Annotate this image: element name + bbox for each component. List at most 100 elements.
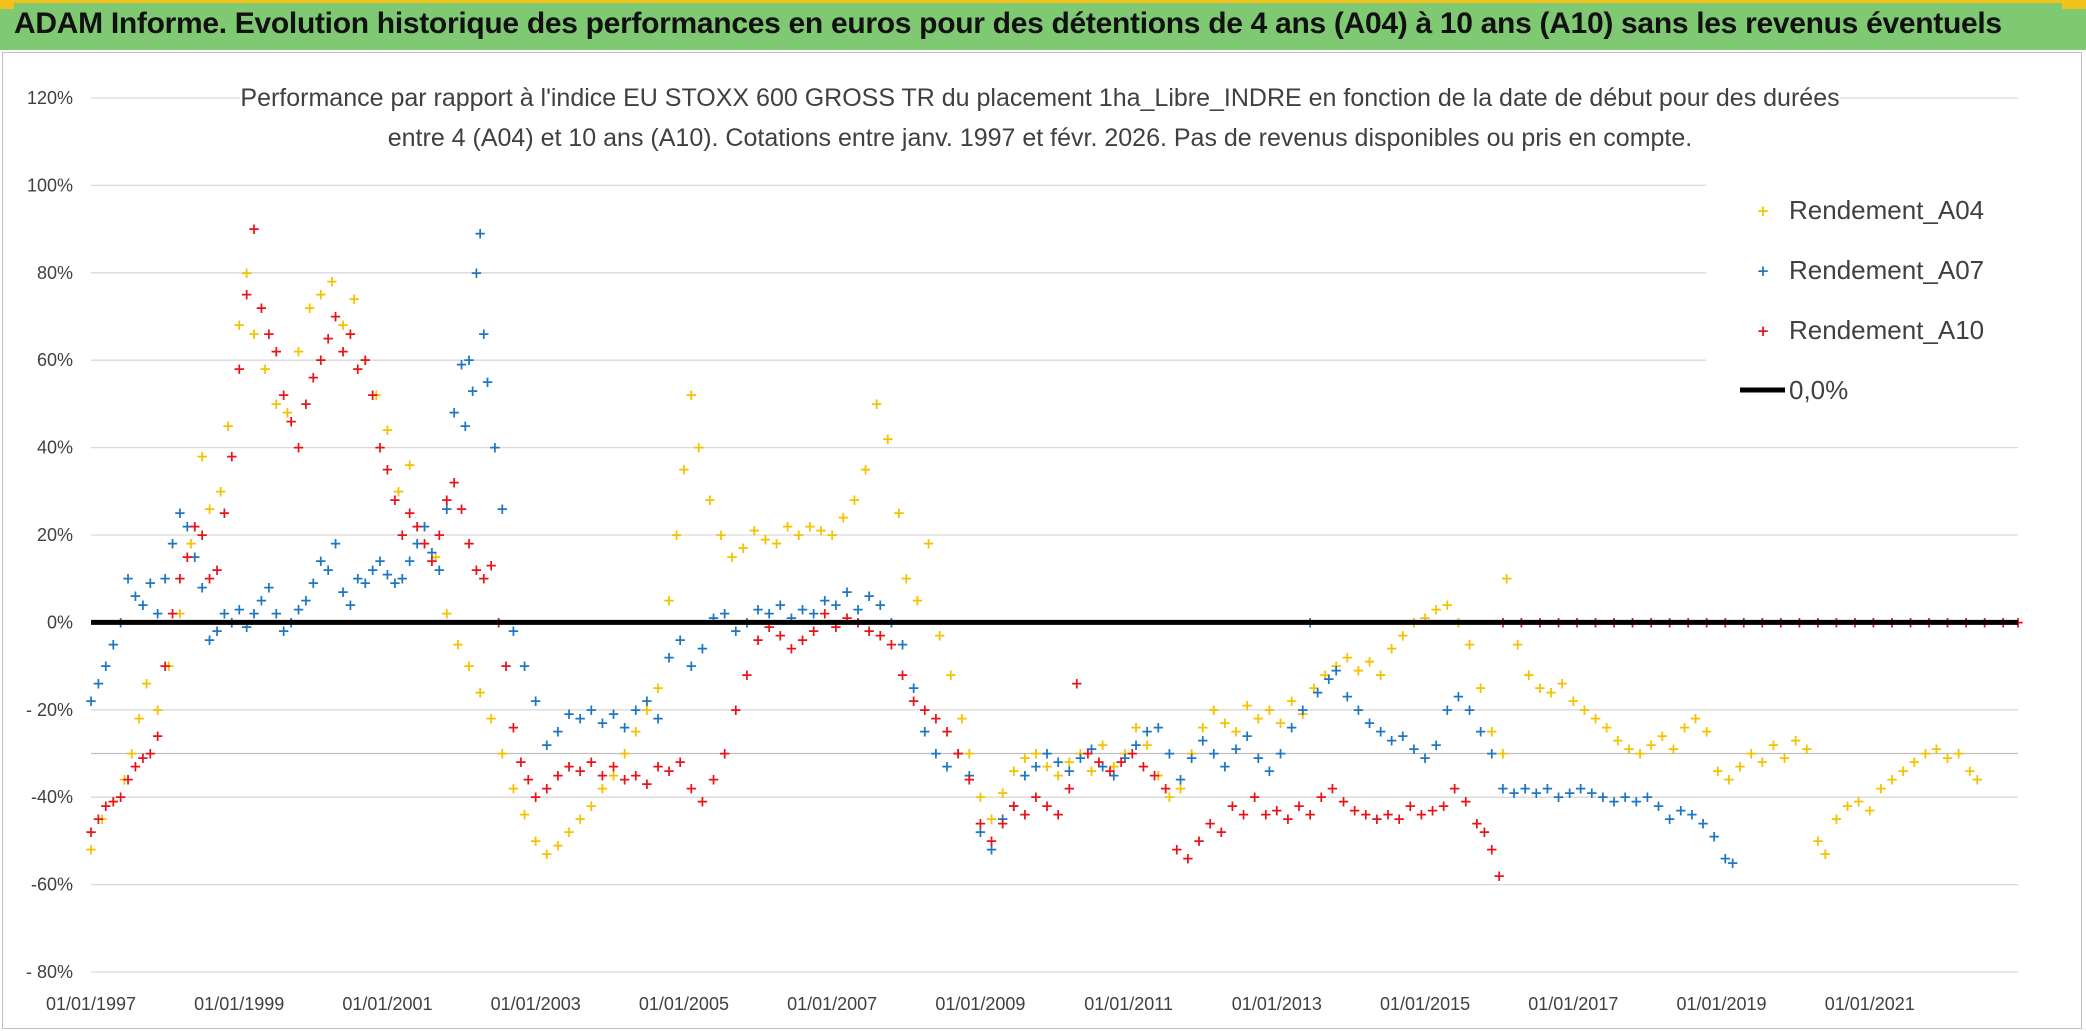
point-rendement_a10: +: [448, 474, 461, 492]
point-rendement_a07: +: [685, 657, 698, 675]
point-rendement_a04: +: [518, 806, 531, 824]
point-rendement_a10: +: [1426, 801, 1439, 819]
point-rendement_a04: +: [1163, 788, 1176, 806]
point-rendement_a10: +: [907, 692, 920, 710]
legend-marker-rendement_a10: +: [1757, 322, 1770, 340]
point-rendement_a07: +: [1697, 814, 1710, 832]
point-rendement_a10: +: [529, 788, 542, 806]
point-rendement_a04: +: [715, 526, 728, 544]
point-rendement_a04: +: [1567, 692, 1580, 710]
point-rendement_a10: +: [1193, 832, 1206, 850]
point-rendement_a04: +: [670, 526, 683, 544]
point-rendement_a07: +: [752, 600, 765, 618]
point-rendement_a07: +: [188, 548, 201, 566]
legend-label: Rendement_A10: [1789, 315, 1984, 345]
y-tick-label: 0%: [47, 612, 73, 632]
point-rendement_a10: +: [1030, 788, 1043, 806]
point-rendement_a10: +: [1271, 801, 1284, 819]
point-rendement_a10: +: [807, 622, 820, 640]
point-rendement_a10: +: [337, 342, 350, 360]
point-rendement_a07: +: [489, 439, 502, 457]
point-rendement_a04: +: [1363, 653, 1376, 671]
point-rendement_a07: +: [552, 723, 565, 741]
point-rendement_a10: +: [411, 517, 424, 535]
point-rendement_a04: +: [1578, 701, 1591, 719]
point-rendement_a10: +: [107, 793, 120, 811]
point-rendement_a07: +: [455, 356, 468, 374]
point-rendement_a07: +: [541, 736, 554, 754]
point-rendement_a07: +: [930, 745, 943, 763]
point-rendement_a04: +: [1812, 832, 1825, 850]
point-rendement_a10: +: [248, 220, 261, 238]
point-rendement_a10: +: [166, 605, 179, 623]
point-rendement_a04: +: [1523, 666, 1536, 684]
point-rendement_a04: +: [203, 500, 216, 518]
point-rendement_a04: +: [641, 701, 654, 719]
point-rendement_a07: +: [985, 841, 998, 859]
point-rendement_a10: +: [930, 710, 943, 728]
point-rendement_a07: +: [1597, 788, 1610, 806]
point-rendement_a07: +: [248, 605, 261, 623]
point-rendement_a04: +: [1119, 745, 1132, 763]
point-rendement_a04: +: [1600, 718, 1613, 736]
point-rendement_a04: +: [233, 316, 246, 334]
point-rendement_a07: +: [100, 657, 113, 675]
point-rendement_a07: +: [448, 404, 461, 422]
point-rendement_a04: +: [685, 386, 698, 404]
point-rendement_a10: +: [1052, 806, 1065, 824]
point-rendement_a04: +: [1385, 640, 1398, 658]
point-rendement_a10: +: [1437, 797, 1450, 815]
point-rendement_a04: +: [1397, 627, 1410, 645]
point-rendement_a10: +: [1315, 788, 1328, 806]
point-rendement_a04: +: [496, 745, 509, 763]
point-rendement_a04: +: [1208, 701, 1221, 719]
point-rendement_a04: +: [1689, 710, 1702, 728]
point-rendement_a04: +: [1789, 731, 1802, 749]
point-rendement_a04: +: [1964, 762, 1977, 780]
point-rendement_a07: +: [1474, 723, 1487, 741]
point-rendement_a04: +: [222, 417, 235, 435]
point-rendement_a04: +: [1174, 779, 1187, 797]
point-rendement_a04: +: [1712, 762, 1725, 780]
point-rendement_a07: +: [381, 565, 394, 583]
chart-gridlines: [91, 97, 2018, 973]
point-rendement_a07: +: [1719, 849, 1732, 867]
y-tick-label: 20%: [37, 525, 73, 545]
point-rendement_a10: +: [314, 351, 327, 369]
point-rendement_a07: +: [1663, 810, 1676, 828]
legend-label: Rendement_A07: [1789, 255, 1984, 285]
point-rendement_a07: +: [1230, 740, 1243, 758]
point-rendement_a10: +: [226, 447, 239, 465]
point-rendement_a07: +: [107, 635, 120, 653]
point-rendement_a07: +: [1241, 727, 1254, 745]
point-rendement_a04: +: [563, 823, 576, 841]
point-rendement_a04: +: [174, 605, 187, 623]
point-rendement_a10: +: [896, 666, 909, 684]
x-tick-label: 01/01/2003: [491, 994, 581, 1014]
point-rendement_a07: +: [1052, 753, 1065, 771]
point-rendement_a07: +: [1530, 784, 1543, 802]
point-rendement_a07: +: [396, 570, 409, 588]
point-rendement_a04: +: [96, 810, 109, 828]
point-rendement_a10: +: [211, 561, 224, 579]
point-rendement_a07: +: [852, 600, 865, 618]
point-rendement_a07: +: [941, 758, 954, 776]
point-rendement_a04: +: [1908, 753, 1921, 771]
point-rendement_a04: +: [1463, 635, 1476, 653]
x-tick-label: 01/01/2015: [1380, 994, 1470, 1014]
point-rendement_a04: +: [1185, 745, 1198, 763]
point-rendement_a07: +: [337, 583, 350, 601]
point-rendement_a07: +: [129, 587, 142, 605]
point-rendement_a07: +: [211, 622, 224, 640]
point-rendement_a04: +: [418, 517, 431, 535]
point-rendement_a07: +: [218, 605, 231, 623]
point-rendement_a10: +: [515, 753, 528, 771]
point-rendement_a04: +: [541, 845, 554, 863]
point-rendement_a10: +: [885, 635, 898, 653]
point-rendement_a07: +: [1263, 762, 1276, 780]
point-rendement_a07: +: [389, 574, 402, 592]
point-rendement_a07: +: [137, 596, 150, 614]
point-rendement_a10: +: [307, 369, 320, 387]
point-rendement_a04: +: [1274, 714, 1287, 732]
point-rendement_a10: +: [1382, 806, 1395, 824]
